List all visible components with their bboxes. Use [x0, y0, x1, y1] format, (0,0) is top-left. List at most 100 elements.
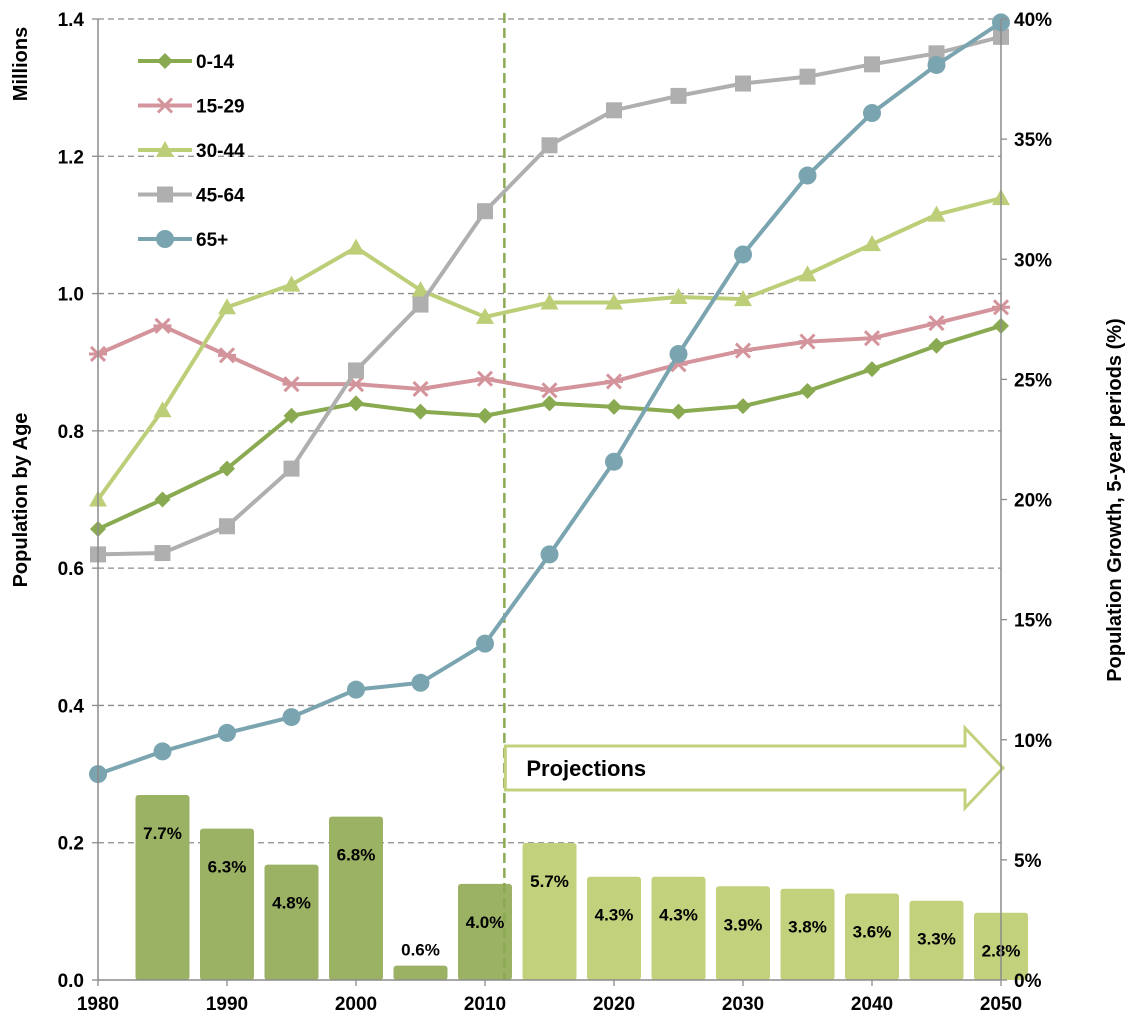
data-point [219, 460, 235, 477]
data-point [347, 238, 365, 255]
data-point [540, 293, 559, 310]
data-point [412, 296, 429, 313]
data-point [476, 634, 494, 653]
data-point [282, 275, 301, 292]
data-point [799, 68, 816, 85]
right-axis-title: Population Growth, 5-year periods (%) [1104, 318, 1126, 681]
data-point [863, 104, 881, 123]
data-point [218, 723, 236, 742]
bar-label: 3.6% [853, 923, 892, 942]
legend-swatch-marker [157, 53, 173, 69]
data-point [734, 342, 752, 359]
left-tick-label: 0.4 [58, 696, 85, 717]
legend-entry: 30-44 [138, 141, 245, 162]
bar-label: 3.3% [917, 930, 956, 949]
data-point [153, 401, 172, 418]
growth-bar [651, 876, 706, 980]
bar-label: 6.8% [337, 846, 376, 865]
data-point [347, 680, 365, 699]
bar-label: 4.3% [595, 906, 634, 925]
data-point [283, 407, 300, 424]
growth-bar [393, 965, 448, 980]
x-tick-label: 2040 [851, 994, 893, 1015]
growth-bar [845, 893, 899, 980]
data-point [154, 491, 171, 508]
legend-entry: 0-14 [138, 52, 234, 73]
projections-label: Projections [526, 756, 646, 781]
right-tick-label: 20% [1014, 491, 1052, 512]
right-tick-label: 30% [1014, 250, 1052, 271]
data-point [927, 315, 946, 332]
data-point [734, 290, 752, 307]
data-point [153, 317, 172, 334]
data-point [669, 344, 688, 363]
series-0-14 [90, 317, 1009, 538]
left-tick-label: 0.2 [58, 834, 84, 855]
data-point [927, 205, 946, 222]
right-tick-label: 35% [1014, 130, 1052, 151]
legend-entry: 65+ [138, 230, 228, 251]
data-point [863, 330, 881, 347]
bar-label: 3.8% [788, 918, 827, 937]
growth-bars: 7.7% 6.3% 4.8% 6.8% 0.6% 4.0% 5.7% 4.3% 4.3% 3.9%… [135, 795, 1028, 980]
data-point [411, 380, 430, 398]
growth-bar [200, 828, 254, 980]
growth-bar [329, 816, 383, 980]
growth-bar [522, 843, 577, 980]
data-point [605, 452, 623, 471]
right-tick-label: 0% [1014, 971, 1042, 992]
x-tick-label: 1990 [206, 994, 248, 1015]
right-tick-label: 10% [1014, 731, 1052, 752]
projections-arrow [503, 724, 1006, 812]
right-tick-label: 15% [1014, 611, 1052, 632]
data-point [476, 370, 494, 387]
bar-label: 4.3% [659, 906, 698, 925]
data-point [735, 75, 751, 92]
data-point [282, 376, 301, 393]
data-point [669, 288, 688, 305]
left-tick-label: 1.2 [58, 147, 84, 168]
data-point [734, 245, 752, 264]
legend-swatch-marker [156, 141, 174, 157]
growth-bar [264, 864, 319, 980]
bar-label: 7.7% [143, 824, 182, 843]
axes: 0.0 0.2 0.4 0.6 0.8 1.0 1.2 1.4 0% 5% 10% 15% 20% 25%… [58, 10, 1053, 1015]
data-point [864, 361, 880, 378]
data-point [606, 102, 622, 119]
bar-label: 5.7% [530, 872, 569, 891]
legend-entry: 15-29 [138, 97, 245, 118]
data-point [348, 395, 364, 412]
x-tick-label: 1980 [77, 994, 119, 1015]
left-tick-label: 0.8 [58, 422, 84, 443]
data-point [411, 673, 430, 692]
legend-swatch-marker [157, 186, 173, 203]
growth-bar [780, 888, 835, 980]
legend-swatch-marker [156, 230, 174, 248]
data-point [476, 307, 494, 324]
legend-label: 30-44 [196, 141, 245, 162]
left-tick-label: 1.4 [58, 10, 85, 31]
left-tick-label: 1.0 [58, 285, 84, 306]
units-label: Millions [10, 27, 32, 101]
data-point [670, 87, 687, 104]
series-lines [89, 13, 1010, 784]
bar-label: 4.8% [272, 894, 311, 913]
bar-label: 4.0% [466, 913, 505, 932]
legend-label: 65+ [196, 230, 228, 251]
data-point [348, 362, 364, 379]
data-point [864, 56, 880, 73]
right-tick-label: 25% [1014, 370, 1052, 391]
x-tick-label: 2050 [980, 994, 1022, 1015]
data-point [799, 383, 816, 400]
data-point [477, 407, 493, 424]
growth-bar [909, 900, 964, 980]
data-point [541, 395, 558, 412]
data-point [412, 403, 429, 420]
legend-swatch-marker [156, 97, 174, 114]
x-tick-label: 2020 [593, 994, 635, 1015]
bar-label: 3.9% [724, 915, 763, 934]
data-point [863, 235, 881, 252]
left-tick-label: 0.6 [58, 559, 84, 580]
